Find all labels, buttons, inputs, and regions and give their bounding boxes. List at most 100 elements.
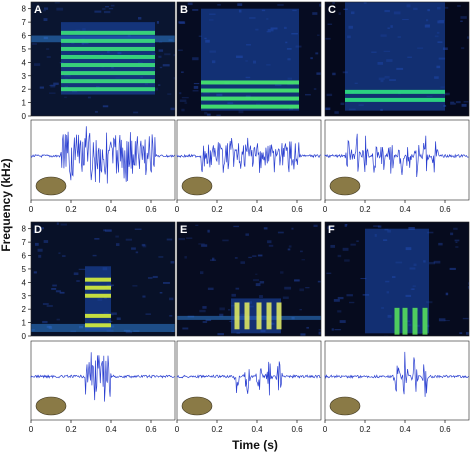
noise-speck (282, 296, 289, 299)
noise-speck (465, 332, 469, 335)
noise-speck (156, 21, 159, 24)
noise-speck (33, 230, 37, 234)
noise-speck (102, 105, 109, 108)
noise-speck (257, 254, 263, 257)
noise-speck (305, 287, 310, 289)
noise-speck (360, 278, 367, 280)
waveform (30, 352, 175, 402)
noise-speck (54, 2, 60, 4)
noise-speck (102, 7, 106, 10)
y-tick-label: 0 (22, 112, 27, 121)
frog-photo (181, 396, 213, 416)
noise-speck (42, 320, 48, 324)
noise-speck (287, 248, 291, 251)
noise-speck (73, 272, 79, 276)
spectrogram (31, 2, 175, 114)
noise-speck (319, 3, 321, 7)
noise-speck (318, 329, 321, 331)
noise-speck (46, 305, 53, 307)
noise-speck (317, 34, 320, 36)
noise-speck (450, 101, 455, 103)
noise-speck (339, 320, 346, 323)
x-tick-label: 0.2 (65, 205, 77, 214)
harmonic-band (85, 323, 111, 328)
panel-e: E 0 0.2 0.4 0.6 (175, 221, 322, 434)
noise-speck (284, 286, 292, 290)
noise-speck (142, 295, 146, 298)
y-tick-label: 5 (22, 265, 27, 274)
call-energy (345, 2, 445, 111)
spectrogram (326, 224, 469, 336)
noise-speck (46, 48, 50, 50)
noise-speck (443, 92, 450, 96)
noise-speck (342, 247, 349, 251)
noise-speck (277, 231, 284, 234)
call-pulse (276, 302, 282, 330)
noise-speck (202, 306, 207, 309)
noise-speck (331, 328, 334, 331)
y-tick-label: 8 (22, 5, 27, 14)
panel-label: F (328, 224, 335, 236)
noise-speck (52, 284, 57, 287)
noise-speck (137, 17, 142, 20)
harmonic-band (201, 96, 299, 101)
noise-speck (64, 96, 67, 98)
noise-speck (59, 291, 65, 294)
noise-speck (455, 101, 461, 104)
noise-speck (198, 243, 205, 245)
x-tick-label: 0.4 (105, 425, 117, 434)
noise-speck (259, 295, 263, 299)
noise-speck (38, 254, 42, 258)
noise-speck (50, 84, 56, 88)
spectrogram-frame (324, 1, 470, 117)
noise-speck (252, 255, 257, 257)
noise-speck (356, 240, 359, 242)
y-tick-label: 7 (22, 18, 27, 27)
noise-speck (428, 261, 436, 265)
noise-speck (299, 308, 302, 311)
x-tick-label: 0 (29, 205, 34, 214)
x-tick-label: 0.2 (211, 205, 223, 214)
noise-speck (179, 92, 182, 95)
frog-photo (181, 176, 213, 196)
noise-speck (337, 254, 342, 258)
noise-speck (217, 333, 224, 336)
noise-speck (39, 86, 45, 89)
spectrogram-frame (30, 1, 176, 117)
noise-speck (267, 240, 272, 244)
harmonic-band (61, 54, 155, 59)
noise-speck (346, 294, 353, 297)
noise-speck (463, 101, 469, 103)
noise-speck (42, 9, 46, 12)
noise-speck (338, 12, 341, 16)
noise-speck (193, 85, 199, 89)
noise-speck (181, 96, 189, 99)
call-pulse (402, 307, 408, 335)
noise-speck (455, 241, 458, 243)
noise-speck (115, 243, 120, 246)
noise-speck (34, 242, 39, 246)
noise-speck (340, 102, 345, 106)
noise-speck (291, 227, 294, 230)
spectrogram-frame (324, 221, 470, 337)
noise-speck (94, 10, 102, 13)
noise-speck (51, 288, 57, 290)
panel-label: B (180, 4, 188, 16)
panel-b: B 0 0.2 0.4 0.6 (175, 1, 322, 214)
panel-label: E (180, 224, 187, 236)
noise-speck (184, 256, 187, 259)
noise-speck (300, 250, 303, 253)
x-tick-label: 0.4 (399, 425, 411, 434)
noise-speck (348, 301, 355, 304)
noise-speck (49, 92, 56, 94)
noise-speck (162, 64, 170, 67)
noise-speck (169, 297, 174, 301)
noise-speck (173, 54, 175, 57)
panel-d: D 0 1 2 3 4 5 6 7 8 0 0.2 0.4 0.6 (22, 221, 176, 434)
harmonic-band (61, 46, 155, 51)
noise-speck (158, 84, 161, 87)
noise-speck (62, 255, 66, 257)
noise-speck (164, 53, 171, 56)
noise-speck (53, 82, 59, 85)
noise-speck (468, 287, 469, 291)
